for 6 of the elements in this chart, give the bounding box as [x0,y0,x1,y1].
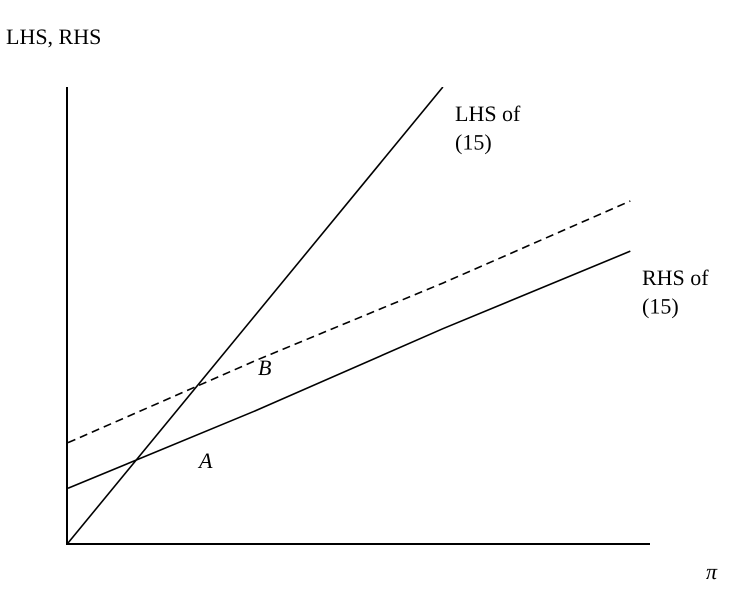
annotation: A [197,448,213,473]
series-label: RHS of (15) [642,265,710,319]
y-axis-title: LHS, RHS [6,24,102,49]
series-label: LHS of (15) [455,101,522,155]
annotation: B [258,355,272,380]
x-axis-title: π [706,559,718,584]
